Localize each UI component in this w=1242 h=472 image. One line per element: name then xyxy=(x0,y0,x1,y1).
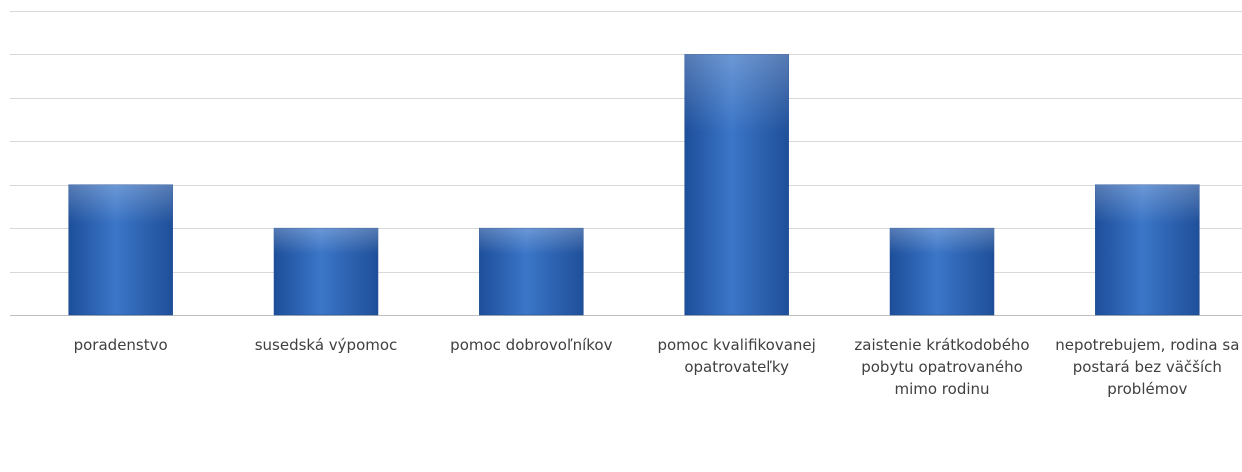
bar-highlight xyxy=(890,228,994,315)
x-tick-label: poradenstvo xyxy=(73,336,168,354)
bar-highlight xyxy=(1095,184,1200,315)
bar-highlight xyxy=(684,54,789,316)
x-tick-label: zaistenie krátkodobého pobytu opatrované… xyxy=(854,336,1030,398)
x-tick-label: pomoc kvalifikovanej opatrovateľky xyxy=(657,336,816,376)
x-tick-label: susedská výpomoc xyxy=(254,336,398,354)
x-tick-label: pomoc dobrovoľníkov xyxy=(450,336,613,354)
bar-highlight xyxy=(479,228,584,315)
bar-highlight xyxy=(274,228,378,315)
x-tick-label: nepotrebujem, rodina sa postará bez väčš… xyxy=(1055,336,1240,398)
bar-highlight xyxy=(68,184,173,315)
